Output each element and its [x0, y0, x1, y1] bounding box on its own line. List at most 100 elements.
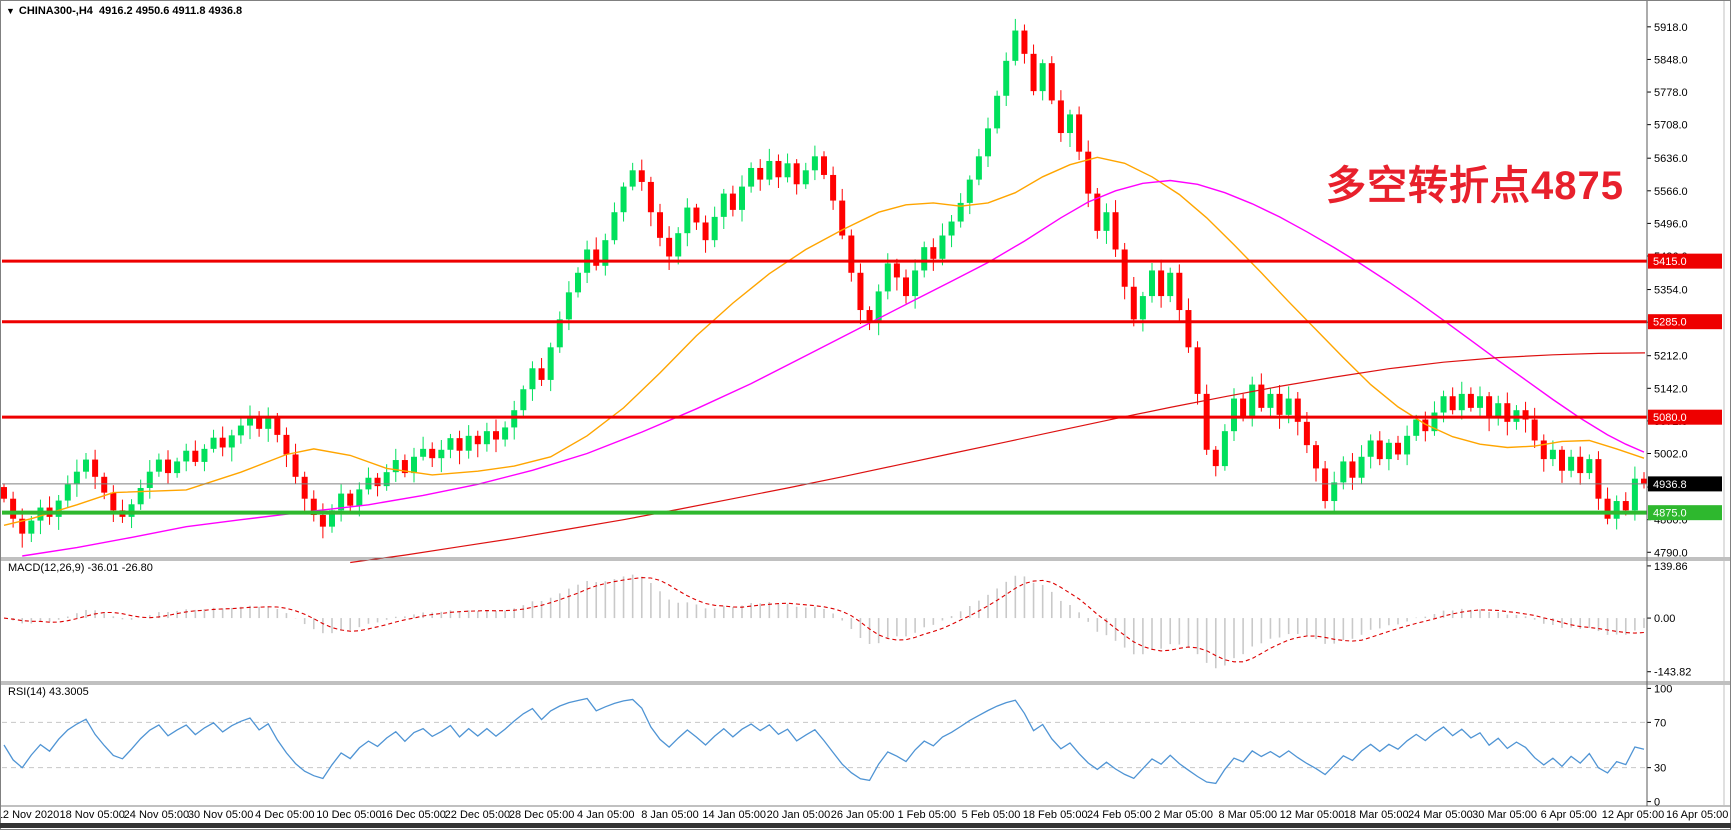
candle-body — [174, 461, 181, 474]
candle-body — [1249, 384, 1256, 418]
candle-body — [1458, 393, 1465, 411]
candle-body — [702, 222, 709, 241]
macd-signal-line — [3, 577, 1645, 663]
time-axis-label: 12 Nov 2020 — [0, 809, 59, 821]
candle-body — [611, 212, 618, 241]
candle-body — [638, 170, 645, 182]
ma-mid-magenta — [22, 179, 1645, 557]
candle-body — [383, 472, 390, 487]
candle-body — [28, 520, 35, 534]
candle-body — [1258, 384, 1265, 408]
candle-body — [784, 163, 791, 178]
candle-body — [1395, 442, 1401, 455]
candle-body — [374, 477, 381, 487]
candle-body — [538, 368, 545, 380]
candle-body — [1030, 53, 1037, 92]
candle-body — [1595, 459, 1602, 499]
candle-body — [1103, 212, 1110, 231]
candle-body — [192, 450, 199, 462]
candle-body — [401, 460, 408, 474]
candle-body — [1194, 347, 1201, 394]
price-axis[interactable] — [1647, 0, 1731, 806]
candle-body — [55, 500, 62, 517]
candle-body — [292, 454, 299, 477]
candle-body — [884, 263, 891, 292]
candle-body — [1039, 63, 1046, 92]
time-axis-label: 12 Mar 05:00 — [1280, 809, 1345, 821]
macd-tick-label: 0.00 — [1654, 613, 1675, 625]
candle-body — [985, 128, 991, 157]
candle-body — [1540, 440, 1547, 460]
candle-body — [137, 487, 144, 505]
candle-body — [602, 240, 609, 266]
rsi-tick-label: 70 — [1654, 717, 1666, 729]
horizontal-scrollbar[interactable] — [0, 823, 1731, 828]
time-axis-label: 5 Feb 05:00 — [962, 809, 1021, 821]
candle-body — [310, 498, 317, 516]
candle-body — [957, 202, 964, 222]
price-tick-label: 5566.0 — [1654, 186, 1688, 198]
candle-body — [912, 270, 919, 297]
candle-body — [1376, 440, 1383, 460]
candle-body — [1449, 396, 1456, 411]
candle-body — [493, 431, 499, 440]
candle-body — [520, 389, 527, 411]
macd-panel[interactable] — [2, 561, 1647, 680]
candle-body — [1285, 398, 1292, 415]
candle-body — [1176, 272, 1183, 311]
rsi-tick-label: 30 — [1654, 763, 1666, 775]
candle-body — [1641, 478, 1647, 484]
candle-body — [347, 493, 354, 506]
candle-body — [265, 417, 272, 429]
candle-body — [684, 207, 691, 234]
symbol-name: CHINA300-,H4 — [18, 5, 93, 17]
candle-body — [1495, 403, 1502, 418]
price-tick-label: 4790.0 — [1654, 547, 1688, 559]
candle-body — [219, 437, 226, 448]
candle-body — [1139, 296, 1146, 320]
candle-body — [1203, 393, 1210, 450]
candle-body — [1149, 270, 1155, 297]
level-price-label: 5415.0 — [1653, 256, 1687, 268]
price-tick-label: 5918.0 — [1654, 22, 1688, 34]
price-tick-label: 5002.0 — [1654, 449, 1688, 461]
price-tick-label: 5354.0 — [1654, 285, 1688, 297]
candle-body — [529, 368, 536, 390]
candle-body — [1404, 435, 1411, 455]
main-chart-panel[interactable] — [2, 2, 1647, 558]
candle-body — [83, 459, 89, 472]
candle-body — [939, 235, 946, 259]
candle-body — [739, 186, 745, 210]
candle-body — [1067, 114, 1073, 134]
candle-body — [319, 515, 326, 527]
candle-body — [948, 221, 955, 236]
level-price-box — [1648, 476, 1722, 492]
candle-body — [1076, 114, 1083, 152]
candle-body — [338, 493, 345, 511]
candle-body — [903, 277, 909, 297]
candle-body — [92, 459, 99, 477]
candle-body — [1212, 449, 1219, 467]
time-axis[interactable] — [0, 807, 1731, 823]
candle-body — [146, 471, 153, 488]
candle-body — [1094, 193, 1101, 231]
candle-body — [438, 449, 445, 459]
candle-body — [411, 456, 417, 474]
candle-body — [283, 434, 290, 455]
candle-body — [802, 170, 809, 185]
collapse-arrow-icon[interactable]: ▼ — [6, 6, 15, 16]
candle-body — [201, 448, 208, 462]
candle-body — [1294, 398, 1301, 422]
rsi-panel[interactable] — [2, 685, 1647, 805]
level-price-box — [1648, 253, 1722, 269]
time-axis-label: 26 Jan 05:00 — [831, 809, 895, 821]
candle-body — [155, 459, 162, 472]
time-axis-label: 18 Feb 05:00 — [1023, 809, 1088, 821]
candle-body — [1367, 440, 1374, 457]
candle-body — [930, 247, 937, 259]
candle-body — [1358, 456, 1365, 478]
time-axis-label: 24 Nov 05:00 — [124, 809, 189, 821]
candle-body — [447, 438, 454, 450]
level-price-box — [1648, 409, 1722, 425]
candle-body — [830, 174, 837, 201]
